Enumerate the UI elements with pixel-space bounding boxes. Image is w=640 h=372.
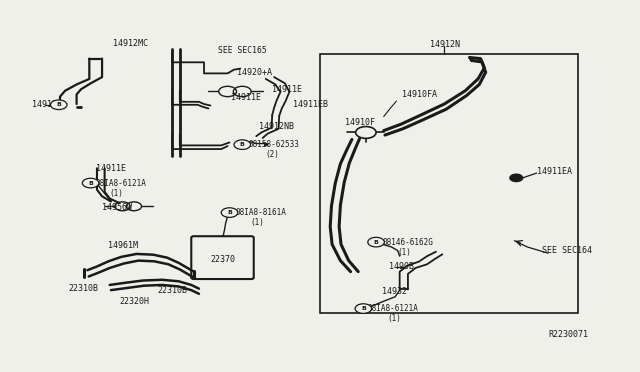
Text: 14911E: 14911E xyxy=(231,93,260,102)
Bar xyxy=(320,54,578,313)
Text: 08IA8-8161A: 08IA8-8161A xyxy=(236,208,287,217)
Circle shape xyxy=(356,126,376,138)
Text: 14911E: 14911E xyxy=(272,85,302,94)
Text: B: B xyxy=(374,240,378,245)
Text: (1): (1) xyxy=(250,218,264,227)
Circle shape xyxy=(51,100,67,110)
Text: 14910F: 14910F xyxy=(346,118,376,127)
Text: 14920+A: 14920+A xyxy=(237,68,272,77)
Text: B: B xyxy=(361,306,366,311)
Text: 14911E: 14911E xyxy=(96,164,125,173)
Circle shape xyxy=(355,304,372,313)
Text: 22320H: 22320H xyxy=(119,297,149,306)
Circle shape xyxy=(368,237,385,247)
Text: 14961M: 14961M xyxy=(108,241,138,250)
Text: 08146-6162G: 08146-6162G xyxy=(383,238,433,247)
Text: B: B xyxy=(227,210,232,215)
Text: 14956W: 14956W xyxy=(102,203,132,212)
Circle shape xyxy=(83,178,99,188)
Text: 14912MC: 14912MC xyxy=(113,39,148,48)
Text: (2): (2) xyxy=(266,150,280,159)
Text: (1): (1) xyxy=(397,248,412,257)
Text: 08IA8-6121A: 08IA8-6121A xyxy=(368,304,419,313)
Text: (1): (1) xyxy=(109,189,124,198)
Text: 14911EB: 14911EB xyxy=(293,100,328,109)
Text: 14911EA: 14911EA xyxy=(537,167,572,176)
Text: SEE SEC164: SEE SEC164 xyxy=(541,246,592,255)
Circle shape xyxy=(510,174,523,182)
Text: B: B xyxy=(240,142,244,147)
Text: 1490B: 1490B xyxy=(389,262,414,271)
Circle shape xyxy=(221,208,238,217)
Text: 22310B: 22310B xyxy=(157,286,188,295)
Text: 22370: 22370 xyxy=(211,254,236,264)
Text: B: B xyxy=(56,102,61,107)
Text: 22310B: 22310B xyxy=(68,284,99,293)
Circle shape xyxy=(234,140,250,150)
Text: 14912NB: 14912NB xyxy=(259,122,294,131)
Text: B: B xyxy=(88,180,93,186)
Text: 14911E: 14911E xyxy=(32,100,62,109)
Text: 08IA8-6121A: 08IA8-6121A xyxy=(96,179,147,187)
Text: (1): (1) xyxy=(387,314,401,323)
Text: R2230071: R2230071 xyxy=(548,330,588,339)
Text: 14910FA: 14910FA xyxy=(401,90,436,99)
Text: 14912N: 14912N xyxy=(429,41,460,49)
Text: 14932: 14932 xyxy=(383,287,408,296)
Text: SEE SEC165: SEE SEC165 xyxy=(218,46,267,55)
Text: 08158-62533: 08158-62533 xyxy=(248,140,300,149)
